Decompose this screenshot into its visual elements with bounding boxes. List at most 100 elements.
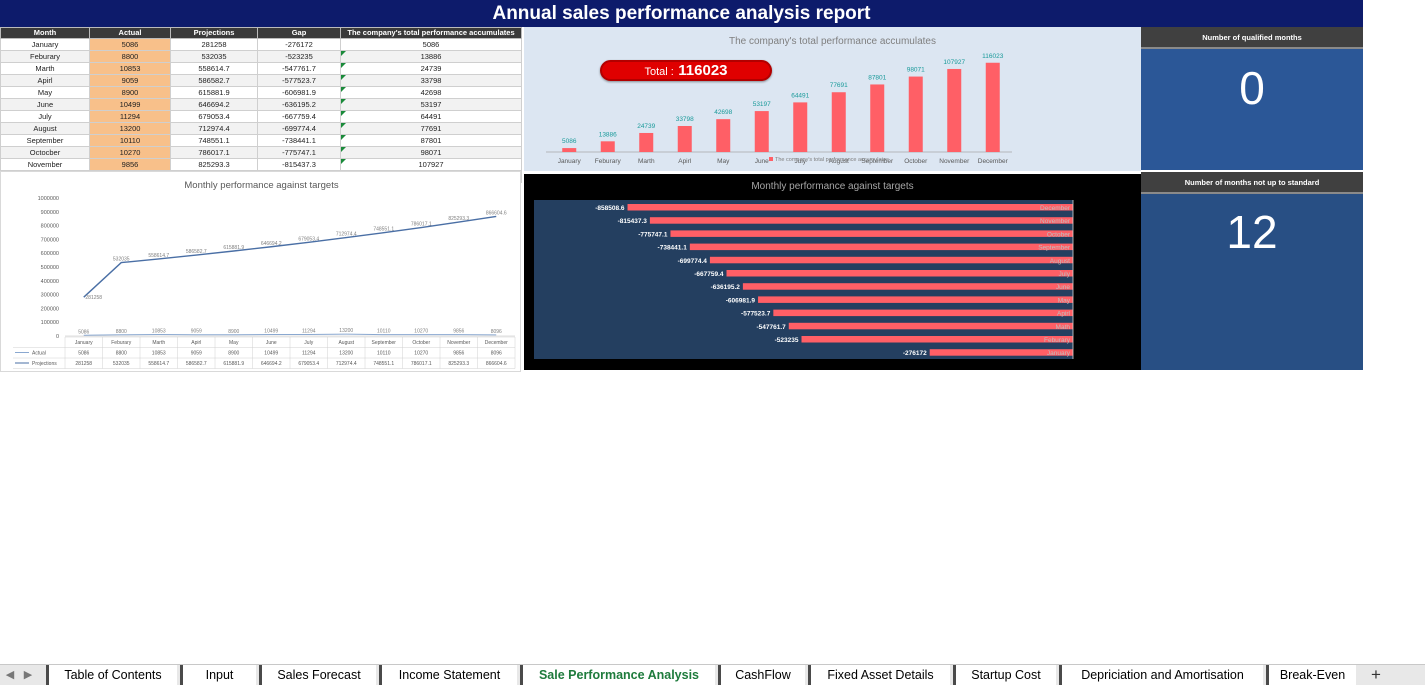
gap-bar-august — [709, 256, 1073, 264]
sheet-tab[interactable]: Income Statement — [379, 665, 517, 685]
table-value: 679053.4 — [298, 361, 319, 367]
cell-gap[interactable]: -699774.4 — [257, 122, 341, 135]
cell-accumulated[interactable]: 107927 — [340, 158, 522, 171]
table-value: 5086 — [78, 351, 89, 357]
cell-actual[interactable]: 10110 — [89, 134, 171, 147]
sheet-tab[interactable]: Table of Contents — [46, 665, 177, 685]
header-accumulates[interactable]: The company's total performance accumula… — [340, 27, 522, 39]
cell-actual[interactable]: 9059 — [89, 74, 171, 87]
cell-accumulated[interactable]: 13886 — [340, 50, 522, 63]
cell-actual[interactable]: 11294 — [89, 110, 171, 123]
cell-accumulated[interactable]: 33798 — [340, 74, 522, 87]
cell-accumulated[interactable]: 24739 — [340, 62, 522, 75]
table-row: September 10110 748551.1 -738441.1 87801 — [0, 134, 522, 147]
cell-actual[interactable]: 9856 — [89, 158, 171, 171]
legend: The company's total performance accumula… — [769, 157, 889, 163]
gap-bar-apirl — [773, 309, 1073, 317]
tab-prev-icon[interactable]: ◀ — [5, 669, 15, 681]
cell-month[interactable]: May — [0, 86, 90, 99]
sheet-tab[interactable]: Depriciation and Amortisation — [1059, 665, 1263, 685]
tab-next-icon[interactable]: ▶ — [23, 669, 33, 681]
cell-month[interactable]: November — [0, 158, 90, 171]
cell-month[interactable]: July — [0, 110, 90, 123]
category-label: September — [1038, 245, 1071, 252]
cell-accumulated[interactable]: 5086 — [340, 38, 522, 51]
add-sheet-icon[interactable]: + — [1371, 665, 1381, 684]
header-actual[interactable]: Actual — [89, 27, 171, 39]
bar-value-label: 87801 — [868, 74, 886, 81]
cell-actual[interactable]: 13200 — [89, 122, 171, 135]
cell-month[interactable]: Octocber — [0, 146, 90, 159]
cell-month[interactable]: Marth — [0, 62, 90, 75]
table-header-row: Month Actual Projections Gap The company… — [0, 27, 522, 39]
sheet-tab[interactable]: Startup Cost — [953, 665, 1056, 685]
cell-gap[interactable]: -775747.1 — [257, 146, 341, 159]
cell-gap[interactable]: -738441.1 — [257, 134, 341, 147]
table-row: May 8900 615881.9 -606981.9 42698 — [0, 86, 522, 99]
data-label: 9856 — [453, 329, 464, 335]
cell-projection[interactable]: 586582.7 — [170, 74, 258, 87]
data-label: 13200 — [339, 328, 353, 334]
header-projections[interactable]: Projections — [170, 27, 258, 39]
cell-projection[interactable]: 825293.3 — [170, 158, 258, 171]
table-row: July 11294 679053.4 -667759.4 64491 — [0, 110, 522, 123]
data-label: 10853 — [152, 329, 166, 335]
bar-marth — [639, 132, 654, 152]
sheet-tab[interactable]: Input — [180, 665, 256, 685]
cell-actual[interactable]: 5086 — [89, 38, 171, 51]
cell-projection[interactable]: 748551.1 — [170, 134, 258, 147]
cell-projection[interactable]: 281258 — [170, 38, 258, 51]
gap-bar-chart[interactable]: Monthly performance against targets -858… — [524, 174, 1141, 370]
cell-projection[interactable]: 786017.1 — [170, 146, 258, 159]
sheet-tab[interactable]: CashFlow — [718, 665, 805, 685]
cell-gap[interactable]: -636195.2 — [257, 98, 341, 111]
cell-accumulated[interactable]: 53197 — [340, 98, 522, 111]
cell-actual[interactable]: 10853 — [89, 62, 171, 75]
cell-projection[interactable]: 646694.2 — [170, 98, 258, 111]
sheet-tab[interactable]: Sales Forecast — [259, 665, 376, 685]
cell-gap[interactable]: -547761.7 — [257, 62, 341, 75]
cell-month[interactable]: September — [0, 134, 90, 147]
bar-october — [908, 76, 923, 152]
accumulated-performance-chart[interactable]: The company's total performance accumula… — [524, 27, 1141, 171]
header-gap[interactable]: Gap — [257, 27, 341, 39]
cell-gap[interactable]: -577523.7 — [257, 74, 341, 87]
cell-projection[interactable]: 679053.4 — [170, 110, 258, 123]
monthly-line-chart[interactable]: Monthly performance against targets 0 100… — [0, 171, 521, 372]
cell-projection[interactable]: 712974.4 — [170, 122, 258, 135]
sheet-tab[interactable]: Sale Performance Analysis — [520, 665, 715, 685]
cell-gap[interactable]: -523235 — [257, 50, 341, 63]
y-tick-label: 1000000 — [38, 196, 59, 202]
cell-accumulated[interactable]: 87801 — [340, 134, 522, 147]
cell-month[interactable]: August — [0, 122, 90, 135]
cell-gap[interactable]: -606981.9 — [257, 86, 341, 99]
cell-gap[interactable]: -276172 — [257, 38, 341, 51]
cell-month[interactable]: January — [0, 38, 90, 51]
table-value: 10499 — [264, 351, 278, 357]
cell-gap[interactable]: -667759.4 — [257, 110, 341, 123]
data-label: 10499 — [264, 329, 278, 335]
header-month[interactable]: Month — [0, 27, 90, 39]
cell-accumulated[interactable]: 42698 — [340, 86, 522, 99]
bar-december — [985, 62, 1000, 152]
cell-projection[interactable]: 558614.7 — [170, 62, 258, 75]
sheet-tab[interactable]: Break-Even — [1266, 665, 1356, 685]
cell-projection[interactable]: 532035 — [170, 50, 258, 63]
table-value: 615881.9 — [223, 361, 244, 367]
table-row: Apirl 9059 586582.7 -577523.7 33798 — [0, 74, 522, 87]
cell-actual[interactable]: 10270 — [89, 146, 171, 159]
bar-august — [831, 92, 846, 152]
cell-gap[interactable]: -815437.3 — [257, 158, 341, 171]
chart-title: Monthly performance against targets — [184, 180, 339, 191]
cell-accumulated[interactable]: 64491 — [340, 110, 522, 123]
cell-actual[interactable]: 10499 — [89, 98, 171, 111]
cell-projection[interactable]: 615881.9 — [170, 86, 258, 99]
cell-accumulated[interactable]: 98071 — [340, 146, 522, 159]
sheet-tab[interactable]: Fixed Asset Details — [808, 665, 950, 685]
cell-month[interactable]: June — [0, 98, 90, 111]
cell-month[interactable]: Apirl — [0, 74, 90, 87]
cell-month[interactable]: Feburary — [0, 50, 90, 63]
cell-actual[interactable]: 8900 — [89, 86, 171, 99]
cell-actual[interactable]: 8800 — [89, 50, 171, 63]
cell-accumulated[interactable]: 77691 — [340, 122, 522, 135]
